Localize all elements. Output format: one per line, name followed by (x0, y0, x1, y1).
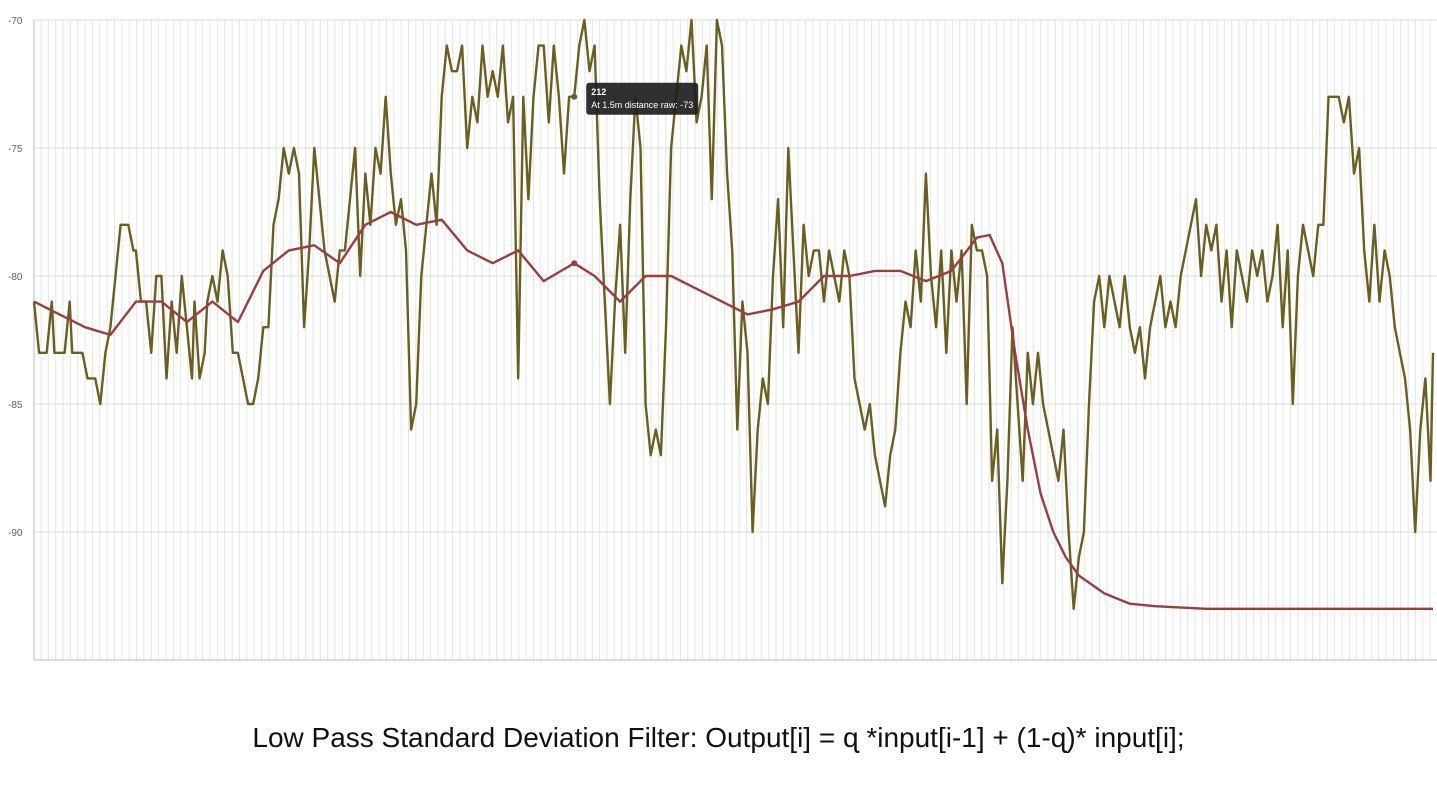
series-line-filtered (33, 210, 1433, 610)
y-tick-label: -80 (8, 272, 23, 283)
horizontal-gridlines (34, 19, 1437, 533)
tooltip-background (586, 82, 699, 115)
series-line-raw (32, 18, 1435, 610)
y-tick-label: -70 (8, 16, 23, 27)
line-chart: -70 -75 -80 -85 -90 212 At 1.5m distance raw… (8, 16, 1437, 661)
y-tick-label: -75 (8, 144, 23, 155)
y-tick-label: -85 (8, 400, 23, 411)
chart-caption: Low Pass Standard Deviation Filter: Outp… (252, 722, 1185, 753)
y-tick-label: -90 (8, 528, 23, 539)
y-tick-labels: -70 -75 -80 -85 -90 (8, 16, 23, 539)
vertical-gridlines (40, 20, 1431, 660)
tooltip-body: At 1.5m distance raw: -73 (591, 100, 693, 110)
tooltip-title: 212 (591, 87, 606, 97)
tooltip: 212 At 1.5m distance raw: -73 (586, 82, 699, 115)
hover-point-filtered[interactable] (571, 260, 578, 267)
hover-point-raw[interactable] (571, 93, 578, 100)
